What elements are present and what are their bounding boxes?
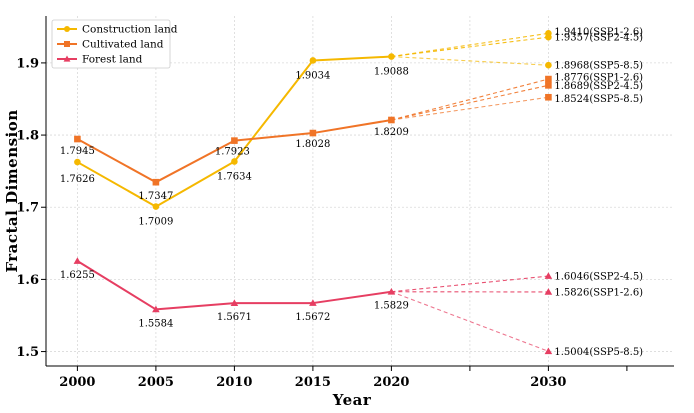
series-point-0	[309, 57, 317, 64]
grid	[46, 16, 674, 366]
data-label: 1.7923	[215, 147, 250, 158]
scenario-point-1	[545, 82, 552, 89]
data-label: 1.7009	[138, 217, 173, 228]
series-point-0	[74, 158, 81, 166]
x-tick-label: 2030	[530, 375, 566, 390]
series-point-2	[73, 257, 82, 264]
scenario-label: 1.9357(SSP2-4.5)	[554, 33, 643, 44]
x-tick-label: 2005	[138, 375, 174, 390]
scenario-label: 1.8776(SSP1-2.6)	[554, 73, 643, 84]
scenario-label: 1.8689(SSP2-4.5)	[554, 81, 643, 92]
data-label: 1.9088	[374, 67, 409, 78]
data-label: 1.5672	[295, 312, 330, 323]
series-point-1	[231, 137, 238, 144]
series-point-2	[387, 287, 396, 295]
y-tick-label: 1.8	[16, 129, 39, 144]
data-label: 1.8209	[374, 127, 409, 138]
series-point-1	[309, 129, 317, 137]
legend-box	[51, 19, 171, 69]
x-tick-label: 2015	[295, 375, 331, 390]
scenario-point-0	[545, 61, 552, 69]
scenario-point-2	[544, 288, 553, 295]
series-point-0	[231, 158, 238, 165]
series-point-1	[388, 116, 395, 124]
data-label: 1.9034	[295, 70, 330, 81]
y-tick-label: 1.9	[16, 56, 39, 71]
scenario-line-0	[391, 56, 549, 66]
y-tick-label: 1.6	[16, 273, 39, 288]
data-label: 1.5829	[374, 301, 409, 312]
series-point-0	[152, 203, 160, 210]
legend-entry: Forest land	[82, 54, 143, 66]
series-point-2	[152, 305, 160, 313]
scenario-point-0	[545, 33, 552, 41]
x-tick-label: 2020	[373, 375, 409, 390]
scenario-point-1	[545, 93, 552, 101]
legend-entry: Construction land	[82, 24, 178, 36]
data-label: 1.7626	[60, 174, 95, 185]
legend: Construction land Cultivated land Forest l…	[51, 19, 178, 69]
data-label: 1.8028	[295, 139, 330, 150]
scenario-label: 1.5826(SSP1-2.6)	[554, 287, 643, 298]
data-label: 1.7347	[138, 191, 173, 202]
scenario-line-1	[391, 96, 549, 121]
data-label: 1.5584	[138, 318, 173, 329]
scenario-point-2	[544, 347, 553, 355]
scenario-label: 1.8968(SSP5-8.5)	[554, 61, 643, 72]
data-label: 1.7634	[217, 171, 252, 182]
data-label: 1.7945	[60, 146, 95, 157]
scenario-point-1	[545, 75, 552, 83]
scenario-line-0	[391, 36, 549, 58]
series-markers	[73, 30, 553, 355]
scenario-label: 1.9410(SSP1-2.6)	[554, 27, 643, 38]
x-axis-title: Year	[332, 391, 372, 409]
legend-swatch-marker	[63, 55, 71, 62]
x-tick-label: 2010	[216, 375, 252, 390]
series-point-2	[309, 299, 317, 306]
series-point-0	[388, 53, 395, 60]
x-tick-label: 2000	[59, 375, 95, 390]
legend-entry: Cultivated land	[82, 39, 164, 51]
scenario-label: 1.5004(SSP5-8.5)	[554, 347, 643, 358]
series-point-1	[74, 135, 81, 143]
axes: 2000 2005 2010 2015 2020 2030 1.5 1.6 1.7 1.8 1.9 Y…	[3, 16, 674, 409]
data-label: 1.5671	[217, 312, 252, 323]
scenario-point-2	[544, 272, 553, 279]
series-point-2	[230, 299, 239, 306]
series-point-1	[152, 178, 160, 186]
y-tick-label: 1.5	[16, 345, 39, 360]
scenario-line-2	[391, 275, 549, 293]
y-tick-label: 1.7	[16, 201, 39, 216]
scenario-label: 1.8524(SSP5-8.5)	[554, 94, 643, 105]
y-axis-title: Fractal Dimension	[3, 109, 21, 272]
data-label: 1.6255	[60, 270, 95, 281]
scenario-line-1	[391, 84, 549, 121]
scenario-line-0	[391, 32, 549, 58]
data-labels: 1.7626 1.7009 1.7634 1.9034 1.9088 1.9410(SSP…	[60, 27, 643, 358]
scenario-line-1	[391, 78, 549, 121]
legend-swatch-marker	[64, 41, 70, 47]
legend-swatch-marker	[64, 26, 70, 32]
scenario-label: 1.6046(SSP2-4.5)	[554, 272, 643, 283]
